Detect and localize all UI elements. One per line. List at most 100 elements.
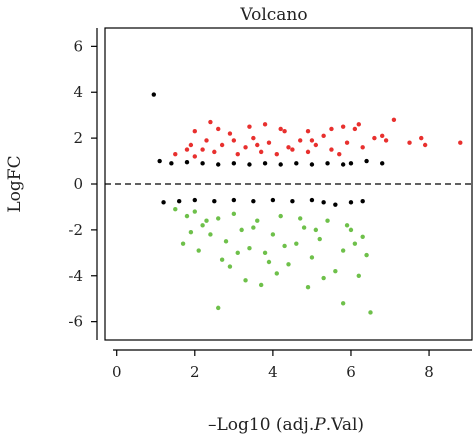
point-up [184, 147, 190, 152]
point-up [231, 138, 237, 143]
point-up [216, 126, 221, 132]
point-down [317, 236, 322, 242]
point-down [368, 310, 373, 315]
point-down [266, 259, 272, 265]
point-down [180, 241, 186, 246]
point-up [305, 129, 311, 134]
point-down [235, 250, 240, 256]
point-down [196, 248, 201, 253]
point-up [286, 145, 291, 150]
x-axis: 0 2 4 6 8 [112, 349, 472, 381]
point-not-significant [309, 197, 315, 203]
point-not-significant [200, 161, 205, 166]
y-tick-label: 4 [73, 83, 83, 101]
point-down [208, 232, 213, 237]
y-tick-label: -6 [68, 313, 83, 331]
point-up [356, 122, 361, 127]
point-down [364, 252, 369, 258]
point-up [290, 147, 295, 152]
point-up [298, 138, 303, 143]
point-up [173, 151, 178, 157]
point-not-significant [278, 162, 283, 167]
x-axis-label-part-3: .Val) [326, 415, 364, 435]
point-not-significant [270, 197, 276, 203]
point-not-significant [157, 158, 162, 164]
point-not-significant [294, 161, 299, 166]
point-not-significant [348, 200, 354, 205]
x-axis-label-part-1: –Log10 (adj. [208, 415, 314, 435]
point-down [294, 241, 299, 246]
point-up [340, 124, 346, 129]
point-up [192, 154, 197, 159]
point-not-significant [325, 161, 330, 166]
point-up [262, 122, 268, 127]
point-down [239, 227, 244, 233]
point-up [360, 145, 365, 150]
point-up [422, 142, 428, 148]
point-up [329, 147, 334, 152]
point-down [255, 218, 260, 223]
point-up [305, 149, 311, 155]
point-up [278, 126, 283, 132]
x-axis-label-part-2: P [313, 415, 326, 435]
point-down [216, 216, 221, 221]
point-up [227, 131, 233, 136]
point-not-significant [216, 162, 221, 167]
point-not-significant [321, 200, 326, 205]
point-not-significant [309, 162, 315, 167]
point-down [313, 227, 319, 233]
point-up [352, 126, 358, 132]
point-up [391, 117, 397, 122]
point-not-significant [231, 161, 237, 166]
point-down [325, 218, 330, 223]
point-up [309, 138, 315, 143]
point-not-significant [231, 197, 237, 203]
point-up [251, 135, 256, 141]
point-not-significant [290, 199, 295, 204]
x-tick-label: 0 [112, 363, 122, 381]
point-up [192, 129, 197, 134]
point-up [380, 133, 385, 139]
x-tick-label: 8 [424, 363, 434, 381]
point-not-significant [247, 162, 252, 167]
point-down [274, 271, 279, 276]
point-down [188, 229, 194, 235]
point-down [305, 285, 311, 290]
point-up [243, 145, 248, 150]
point-up [212, 149, 217, 155]
point-up [188, 142, 194, 148]
point-down [360, 234, 365, 239]
point-up [219, 142, 225, 148]
point-down [192, 209, 197, 214]
x-axis-label: –Log10 (adj.P.Val) [208, 415, 364, 435]
point-up [282, 129, 287, 134]
point-up [200, 147, 205, 152]
y-axis: -6 -4 -2 0 2 4 6 [68, 28, 98, 340]
point-down [173, 207, 178, 212]
point-down [231, 211, 237, 217]
point-down [270, 232, 276, 237]
point-down [286, 262, 291, 267]
point-down [321, 275, 326, 281]
point-down [251, 225, 256, 230]
scatter-points [151, 92, 463, 315]
y-tick-label: -2 [68, 221, 83, 239]
point-down [333, 268, 338, 274]
x-tick-label: 4 [268, 363, 278, 381]
point-not-significant [364, 158, 369, 164]
point-down [223, 239, 229, 244]
point-down [282, 243, 287, 249]
point-down [278, 213, 283, 219]
point-not-significant [212, 199, 217, 204]
x-tick-label: 6 [346, 363, 356, 381]
point-down [356, 273, 361, 278]
point-down [216, 305, 221, 311]
point-up [255, 142, 260, 148]
y-tick-label: 6 [73, 37, 83, 55]
point-down [247, 246, 252, 251]
y-axis-label: LogFC [5, 155, 25, 212]
point-not-significant [333, 202, 338, 207]
point-not-significant [161, 200, 166, 205]
point-not-significant [262, 161, 268, 166]
